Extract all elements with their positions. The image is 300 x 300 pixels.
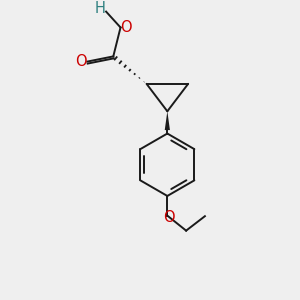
Polygon shape [165, 111, 170, 130]
Text: H: H [94, 1, 105, 16]
Text: O: O [75, 54, 87, 69]
Text: O: O [121, 20, 132, 35]
Text: O: O [163, 209, 175, 224]
